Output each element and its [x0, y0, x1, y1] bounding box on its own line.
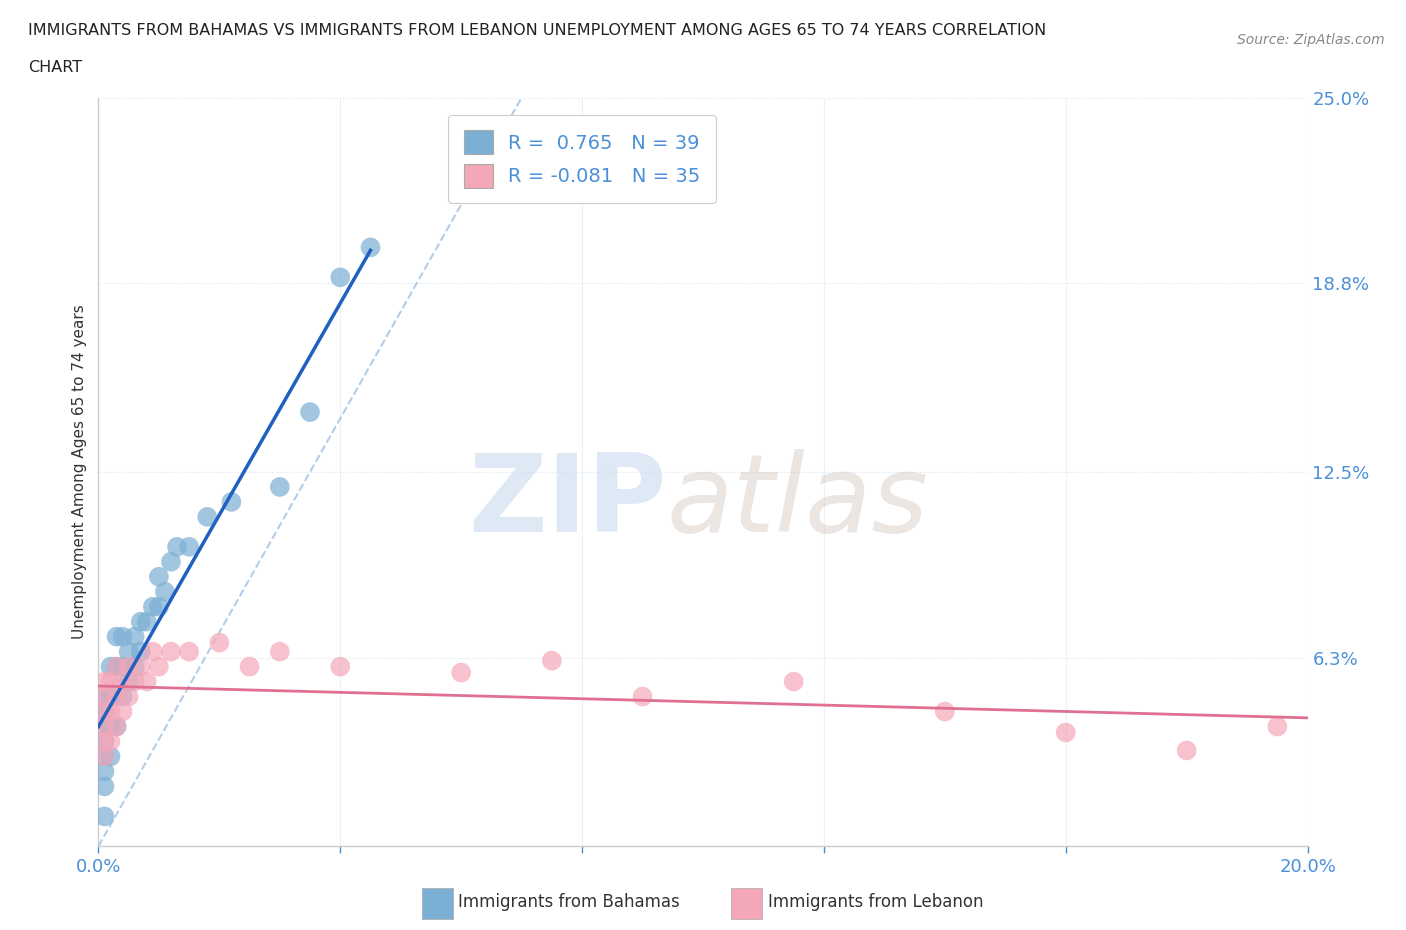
Point — [148, 569, 170, 584]
Point — [195, 510, 218, 525]
Point — [111, 674, 134, 689]
Point — [105, 719, 128, 734]
Point — [166, 539, 188, 554]
Text: Immigrants from Bahamas: Immigrants from Bahamas — [458, 893, 681, 911]
Point — [118, 689, 141, 704]
Text: CHART: CHART — [28, 60, 82, 75]
Point — [269, 480, 291, 495]
Point — [93, 764, 115, 779]
Point — [540, 653, 562, 668]
Point — [934, 704, 956, 719]
Point — [93, 674, 115, 689]
Point — [142, 644, 165, 659]
Point — [208, 635, 231, 650]
Point — [124, 630, 146, 644]
Point — [100, 659, 122, 674]
Point — [111, 689, 134, 704]
Text: IMMIGRANTS FROM BAHAMAS VS IMMIGRANTS FROM LEBANON UNEMPLOYMENT AMONG AGES 65 TO: IMMIGRANTS FROM BAHAMAS VS IMMIGRANTS FR… — [28, 23, 1046, 38]
Point — [93, 749, 115, 764]
Text: Immigrants from Lebanon: Immigrants from Lebanon — [768, 893, 983, 911]
Point — [221, 495, 243, 510]
Point — [93, 704, 115, 719]
Point — [100, 674, 122, 689]
Point — [329, 270, 352, 285]
Point — [269, 644, 291, 659]
Point — [93, 749, 115, 764]
Point — [1267, 719, 1289, 734]
Point — [100, 719, 122, 734]
Point — [100, 689, 122, 704]
Point — [148, 599, 170, 614]
Text: Source: ZipAtlas.com: Source: ZipAtlas.com — [1237, 33, 1385, 46]
Point — [100, 749, 122, 764]
Point — [160, 554, 183, 569]
Point — [105, 689, 128, 704]
Point — [93, 689, 115, 704]
Point — [135, 615, 157, 630]
Point — [179, 644, 201, 659]
Point — [100, 734, 122, 749]
Point — [450, 665, 472, 680]
Point — [1054, 725, 1077, 740]
Point — [93, 704, 115, 719]
Point — [105, 630, 128, 644]
Point — [93, 779, 115, 794]
Point — [111, 659, 134, 674]
Point — [93, 809, 115, 824]
Point — [105, 719, 128, 734]
Point — [93, 719, 115, 734]
Point — [124, 674, 146, 689]
Point — [360, 240, 382, 255]
Point — [329, 659, 352, 674]
Point — [160, 644, 183, 659]
Point — [105, 659, 128, 674]
Point — [153, 584, 176, 599]
Point — [93, 734, 115, 749]
Legend: R =  0.765   N = 39, R = -0.081   N = 35: R = 0.765 N = 39, R = -0.081 N = 35 — [449, 115, 716, 203]
Point — [179, 539, 201, 554]
Point — [142, 599, 165, 614]
Point — [148, 659, 170, 674]
Point — [93, 734, 115, 749]
Point — [783, 674, 806, 689]
Text: ZIP: ZIP — [468, 449, 666, 555]
Point — [105, 689, 128, 704]
Point — [105, 659, 128, 674]
Text: atlas: atlas — [666, 449, 928, 554]
Point — [124, 659, 146, 674]
Point — [118, 674, 141, 689]
Point — [129, 659, 152, 674]
Point — [135, 674, 157, 689]
Point — [1175, 743, 1198, 758]
Point — [631, 689, 654, 704]
Point — [118, 644, 141, 659]
Y-axis label: Unemployment Among Ages 65 to 74 years: Unemployment Among Ages 65 to 74 years — [72, 305, 87, 639]
Point — [93, 689, 115, 704]
Point — [299, 405, 322, 419]
Point — [239, 659, 262, 674]
Point — [129, 615, 152, 630]
FancyBboxPatch shape — [422, 888, 453, 919]
Point — [129, 644, 152, 659]
Point — [118, 659, 141, 674]
FancyBboxPatch shape — [731, 888, 762, 919]
Point — [111, 630, 134, 644]
Point — [100, 704, 122, 719]
Point — [111, 704, 134, 719]
Point — [93, 719, 115, 734]
